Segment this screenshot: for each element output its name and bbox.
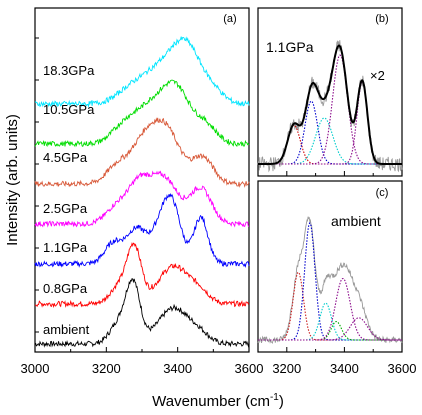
series-label-0.8gpa: 0.8GPa <box>43 281 88 296</box>
panel-b-multiplier: ×2 <box>370 68 385 83</box>
series-label-2.5gpa: 2.5GPa <box>43 201 88 216</box>
series-line-1.1gpa <box>34 192 250 269</box>
fit-component-1 <box>258 271 402 341</box>
x-tick-label-c-3400: 3400 <box>330 361 359 376</box>
y-axis-title: Intensity (arb. units) <box>4 114 21 246</box>
panel-a <box>34 36 250 348</box>
x-tick-label-a-3000: 3000 <box>21 361 50 376</box>
panel-b <box>257 40 403 176</box>
series-label-10.5gpa: 10.5GPa <box>43 102 95 117</box>
panel-c-x-ticks: 3200 3400 3600 <box>272 361 416 376</box>
panel-c-condition-label: ambient <box>331 213 381 229</box>
panel-c <box>257 216 403 352</box>
series-label-4.5gpa: 4.5GPa <box>43 150 88 165</box>
fit-component-4 <box>258 320 402 341</box>
series-label-18.3gpa: 18.3GPa <box>43 63 95 78</box>
fit-component-3 <box>258 302 402 341</box>
data-trace <box>257 216 403 345</box>
x-axis-title-sup: -1 <box>270 392 279 403</box>
panel-b-label: (b) <box>375 13 388 25</box>
series-line-18.3gpa <box>34 36 250 108</box>
fit-total <box>258 44 402 165</box>
x-axis-title-close: ) <box>279 393 284 410</box>
series-line-0.8gpa <box>34 241 250 309</box>
panel-b-frame <box>257 7 403 177</box>
series-line-2.5gpa <box>34 170 250 228</box>
panel-a-label: (a) <box>223 13 236 25</box>
fit-component-2 <box>258 100 402 165</box>
series-line-ambient <box>34 278 250 348</box>
x-axis-title-main: Wavenumber (cm <box>152 393 270 410</box>
data-trace <box>257 40 403 173</box>
fit-component-6 <box>258 317 402 341</box>
series-label-1.1gpa: 1.1GPa <box>43 240 88 255</box>
fit-component-2 <box>258 222 402 341</box>
x-tick-label-a-3600: 3600 <box>235 361 264 376</box>
x-axis-title: Wavenumber (cm-1) <box>152 392 284 410</box>
fit-component-5 <box>258 80 402 165</box>
panel-c-label: (c) <box>376 187 389 199</box>
series-labels: ambient 0.8GPa 1.1GPa 2.5GPa 4.5GPa 10.5GPa 18… <box>43 63 95 337</box>
series-line-4.5gpa <box>34 117 250 188</box>
panel-b-pressure-label: 1.1GPa <box>266 39 314 55</box>
x-tick-label-a-3200: 3200 <box>92 361 121 376</box>
x-tick-label-c-3600: 3600 <box>388 361 417 376</box>
series-label-ambient: ambient <box>43 322 90 337</box>
x-tick-label-a-3400: 3400 <box>163 361 192 376</box>
panel-c-frame <box>257 180 403 353</box>
x-tick-label-c-3200: 3200 <box>272 361 301 376</box>
panel-a-x-ticks: 3000 3200 3400 3600 <box>21 37 264 376</box>
series-line-10.5gpa <box>34 79 250 148</box>
